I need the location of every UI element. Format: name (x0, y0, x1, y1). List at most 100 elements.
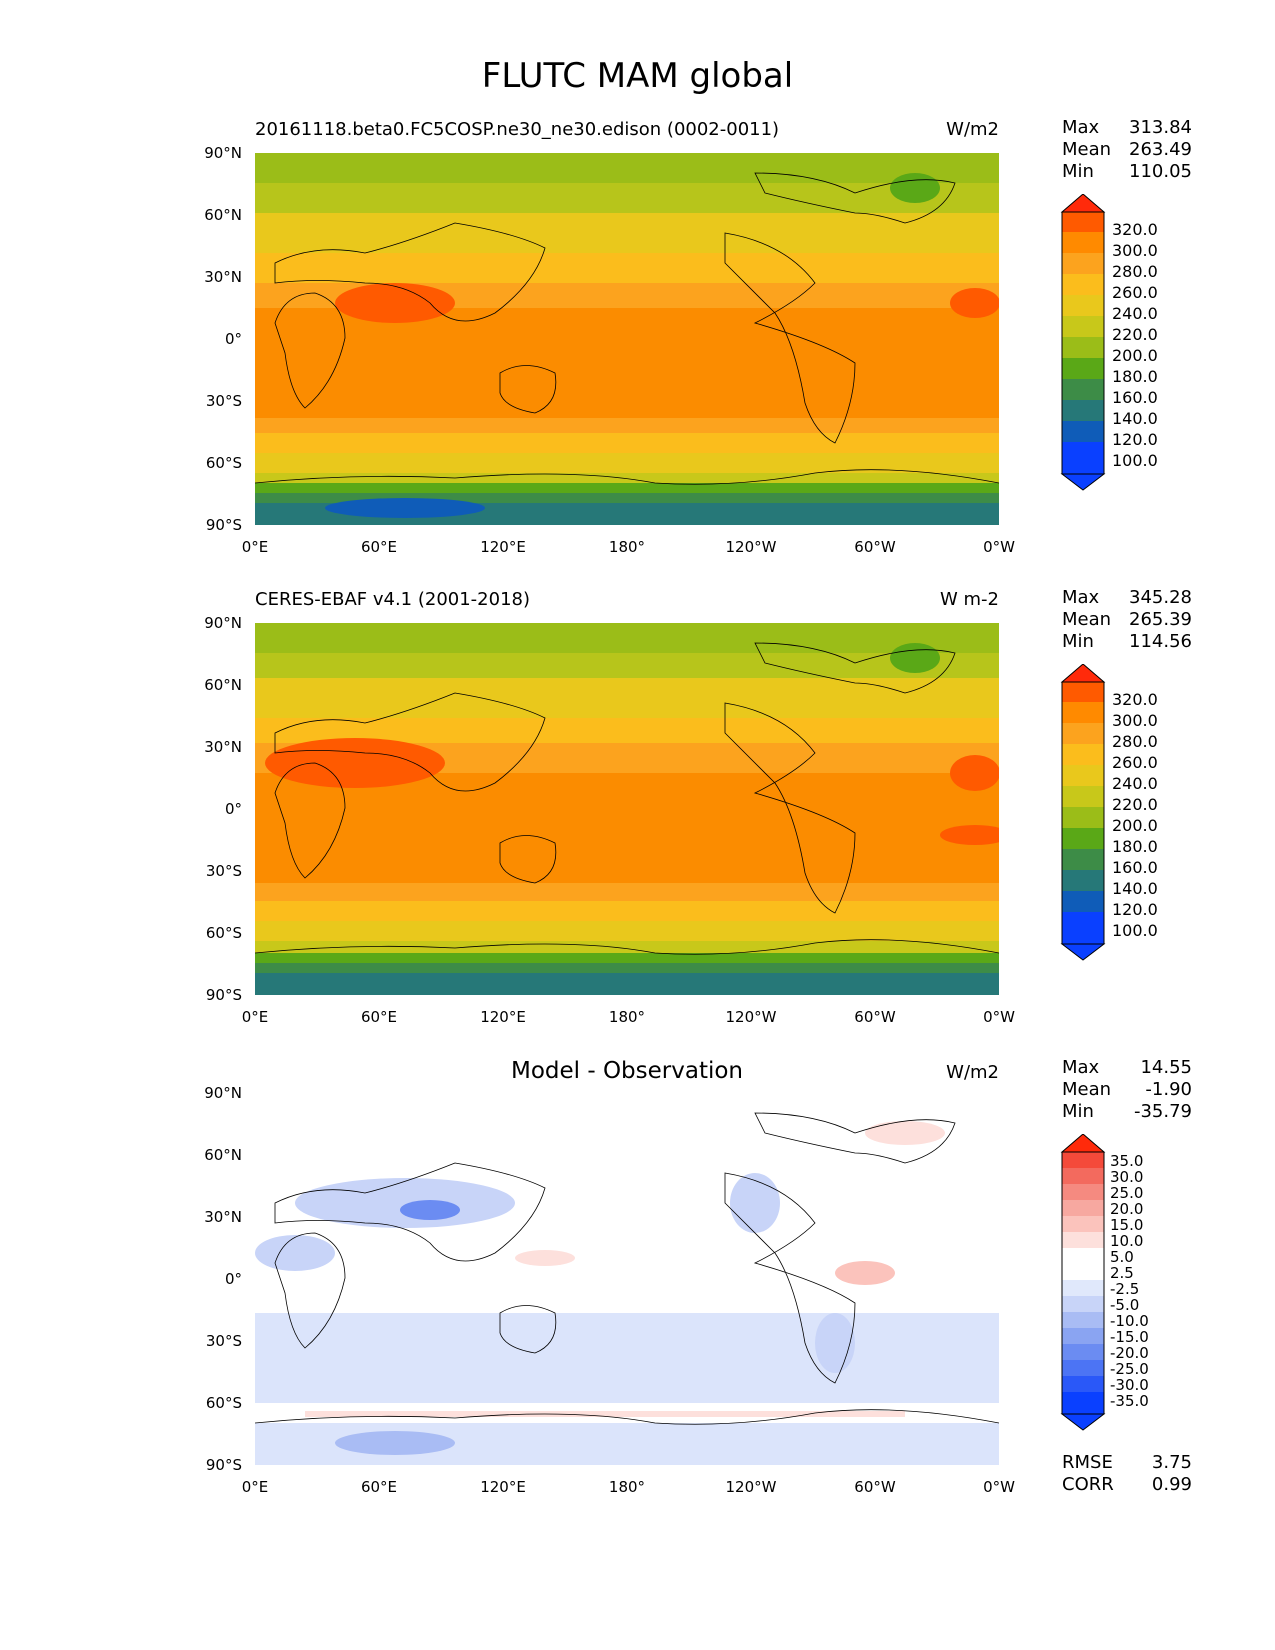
lat-tick: 90°N (204, 1084, 242, 1102)
lat-tick: 30°S (205, 392, 242, 410)
lon-tick: 0°E (241, 538, 269, 556)
colorbar-tick: 260.0 (1112, 753, 1158, 772)
lon-tick: 120°W (725, 538, 777, 556)
lat-tick: 60°N (204, 676, 242, 694)
colorbar-tick: -30.0 (1110, 1376, 1149, 1394)
stat-label: Mean (1062, 1079, 1112, 1100)
lat-tick: 60°S (205, 454, 242, 472)
colorbar-tick: 100.0 (1112, 921, 1158, 940)
panel-model: 20161118.beta0.FC5COSP.ne30_ne30.edison … (0, 0, 1275, 556)
colorbar-tick: 160.0 (1112, 858, 1158, 877)
panel-title: Model - Observation (510, 1058, 744, 1084)
map-model (255, 153, 999, 525)
colorbar (1060, 193, 1106, 496)
map-observation (255, 623, 999, 995)
lat-tick: 90°N (204, 614, 242, 632)
colorbar-tick: 35.0 (1110, 1152, 1144, 1170)
colorbar-tick: 140.0 (1112, 409, 1158, 428)
stats-box: Max 14.55 Mean -1.90 Min -35.79 (1062, 1057, 1192, 1123)
lon-tick: 60°E (360, 1008, 398, 1026)
colorbar-tick: 200.0 (1112, 346, 1158, 365)
colorbar-tick: 10.0 (1110, 1232, 1144, 1250)
stat-label: Max (1062, 117, 1100, 138)
metrics-box: RMSE 3.75 CORR 0.99 (1062, 1452, 1192, 1496)
stat-value: -35.79 (1133, 1101, 1192, 1122)
colorbar-tick: 180.0 (1112, 367, 1158, 386)
lat-tick: 0° (224, 800, 242, 818)
lon-tick: 60°W (854, 1478, 896, 1496)
lon-tick: 60°E (360, 538, 398, 556)
colorbar-tick: 120.0 (1112, 900, 1158, 919)
page-title: FLUTC MAM global (481, 56, 794, 96)
colorbar-tick: 2.5 (1110, 1264, 1134, 1282)
colorbar-tick: 260.0 (1112, 283, 1158, 302)
colorbar (1060, 663, 1106, 966)
colorbar-tick: 160.0 (1112, 388, 1158, 407)
colorbar-tick: 240.0 (1112, 304, 1158, 323)
map-difference (255, 1093, 999, 1465)
lat-tick: 90°S (205, 986, 242, 1004)
lat-tick: 60°N (204, 1146, 242, 1164)
colorbar (1060, 1133, 1106, 1436)
lat-tick: 30°N (204, 1208, 242, 1226)
stat-label: Min (1062, 1101, 1094, 1122)
panel-units: W m-2 (939, 589, 999, 610)
colorbar-tick: -35.0 (1110, 1392, 1149, 1410)
metric-value: 3.75 (1151, 1452, 1192, 1473)
lon-tick: 180° (608, 1008, 646, 1026)
colorbar-tick: 25.0 (1110, 1184, 1144, 1202)
stat-value: 313.84 (1129, 117, 1192, 138)
stat-label: Min (1062, 631, 1094, 652)
colorbar-tick: 220.0 (1112, 325, 1158, 344)
lat-tick: 90°N (204, 144, 242, 162)
colorbar-tick: -15.0 (1110, 1328, 1149, 1346)
lon-tick: 120°E (480, 538, 526, 556)
colorbar-tick: -5.0 (1110, 1296, 1140, 1314)
stat-label: Max (1062, 587, 1100, 608)
colorbar-tick: 200.0 (1112, 816, 1158, 835)
colorbar-tick: -2.5 (1110, 1280, 1140, 1298)
stats-box: Max 313.84 Mean 263.49 Min 110.05 (1062, 117, 1192, 183)
metric-value: 0.99 (1151, 1474, 1192, 1495)
panel-units: W/m2 (946, 119, 999, 140)
panel-title: CERES-EBAF v4.1 (2001-2018) (255, 589, 531, 610)
colorbar-tick: 300.0 (1112, 241, 1158, 260)
lat-tick: 90°S (205, 1456, 242, 1474)
colorbar-tick: -20.0 (1110, 1344, 1149, 1362)
colorbar-tick: -25.0 (1110, 1360, 1149, 1378)
lat-tick: 30°S (205, 1332, 242, 1350)
stat-label: Max (1062, 1057, 1100, 1078)
colorbar-tick: 180.0 (1112, 837, 1158, 856)
stat-value: 110.05 (1129, 161, 1192, 182)
colorbar-tick: 300.0 (1112, 711, 1158, 730)
lon-tick: 60°E (360, 1478, 398, 1496)
lat-tick: 60°S (205, 1394, 242, 1412)
metric-label: CORR (1062, 1474, 1114, 1495)
colorbar-tick: 30.0 (1110, 1168, 1144, 1186)
lon-tick: 180° (608, 1478, 646, 1496)
lon-tick: 180° (608, 538, 646, 556)
colorbar-tick: 120.0 (1112, 430, 1158, 449)
lon-tick: 120°E (480, 1008, 526, 1026)
lon-tick: 120°E (480, 1478, 526, 1496)
stats-box: Max 345.28 Mean 265.39 Min 114.56 (1062, 587, 1192, 653)
stat-value: 265.39 (1129, 609, 1192, 630)
stat-value: 263.49 (1129, 139, 1192, 160)
lon-tick: 120°W (725, 1478, 777, 1496)
lon-tick: 0°W (983, 538, 1015, 556)
panel-units: W/m2 (946, 1062, 999, 1083)
colorbar-tick: 280.0 (1112, 262, 1158, 281)
panel-observation: CERES-EBAF v4.1 (2001-2018) W m-2 (0, 470, 1275, 1026)
stat-label: Min (1062, 161, 1094, 182)
lon-tick: 60°W (854, 1008, 896, 1026)
colorbar-tick: 220.0 (1112, 795, 1158, 814)
lon-tick: 0°E (241, 1008, 269, 1026)
lat-tick: 0° (224, 330, 242, 348)
colorbar-tick: 5.0 (1110, 1248, 1134, 1266)
colorbar-tick: 140.0 (1112, 879, 1158, 898)
colorbar-tick: 320.0 (1112, 690, 1158, 709)
lat-tick: 60°N (204, 206, 242, 224)
colorbar-tick: 320.0 (1112, 220, 1158, 239)
lon-tick: 0°W (983, 1478, 1015, 1496)
colorbar-tick: 240.0 (1112, 774, 1158, 793)
